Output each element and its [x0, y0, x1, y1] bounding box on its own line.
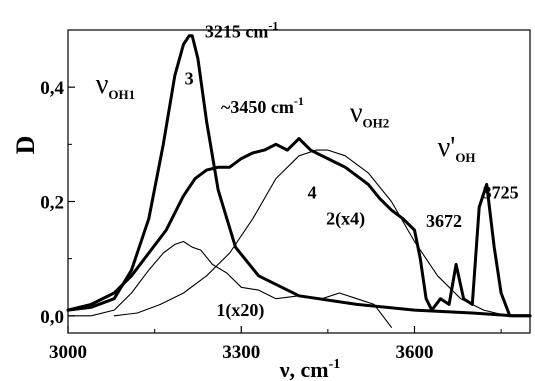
annotation-text: 3725	[483, 183, 519, 203]
y-tick-label: 0,4	[40, 78, 64, 99]
y-axis-label: D	[11, 136, 40, 155]
annotation-label: 1(x20)	[216, 300, 264, 321]
x-axis-label-exponent: -1	[329, 357, 341, 372]
annotation-label: ~3450 cm-1	[221, 94, 304, 117]
annotation-label: 3672	[426, 211, 462, 231]
nu-annotation: νOH1	[96, 69, 135, 102]
annotation-label: 4	[308, 183, 317, 203]
annotation-label: 2(x4)	[326, 208, 365, 229]
series-line-4	[113, 149, 508, 317]
plot-frame	[67, 29, 531, 334]
annotation-superscript: -1	[268, 18, 278, 32]
nu-annotation: νOH2	[350, 97, 389, 130]
annotation-group: 3215 cm-1~3450 cm-1342(x4)1(x20)36723725…	[96, 18, 519, 320]
tick-group: 3000 3300 3600 0,0 0,2 0,4	[40, 78, 502, 363]
plot-frame-rect	[67, 29, 531, 334]
annotation-superscript: -1	[294, 94, 304, 108]
annotation-text: 3215 cm	[205, 21, 268, 41]
annotation-label: 3215 cm-1	[205, 18, 278, 41]
annotation-text: ~3450 cm	[221, 97, 294, 117]
axis-titles: D ν, cm-1	[11, 136, 340, 381]
nu-subscript: OH1	[108, 87, 135, 102]
x-tick-label: 3300	[222, 342, 260, 363]
x-tick-label: 3600	[396, 342, 434, 363]
annotation-text: 2(x4)	[326, 208, 365, 229]
y-tick-label: 0,2	[40, 193, 64, 214]
annotation-label: 3725	[483, 183, 519, 203]
x-tick-label: 3000	[49, 342, 87, 363]
y-tick-label: 0,0	[40, 307, 64, 328]
series-line-1x20	[67, 240, 392, 328]
nu-symbol: ν'	[438, 132, 456, 163]
series-group	[66, 34, 532, 328]
series-line-2x4	[66, 137, 532, 318]
x-axis-label-text: ν, cm	[279, 357, 329, 381]
x-axis-label: ν, cm-1	[279, 357, 341, 381]
annotation-text: 3672	[426, 211, 462, 231]
annotation-text: 1(x20)	[216, 300, 264, 321]
nu-annotation: ν'OH	[438, 132, 476, 165]
annotation-text: 4	[308, 183, 317, 203]
nu-symbol: ν	[350, 97, 363, 128]
nu-symbol: ν	[96, 69, 109, 100]
annotation-label: 3	[185, 68, 194, 88]
nu-subscript: OH2	[362, 115, 389, 130]
nu-subscript: OH	[455, 150, 475, 165]
annotation-text: 3	[185, 68, 194, 88]
series-line-3	[66, 34, 532, 318]
